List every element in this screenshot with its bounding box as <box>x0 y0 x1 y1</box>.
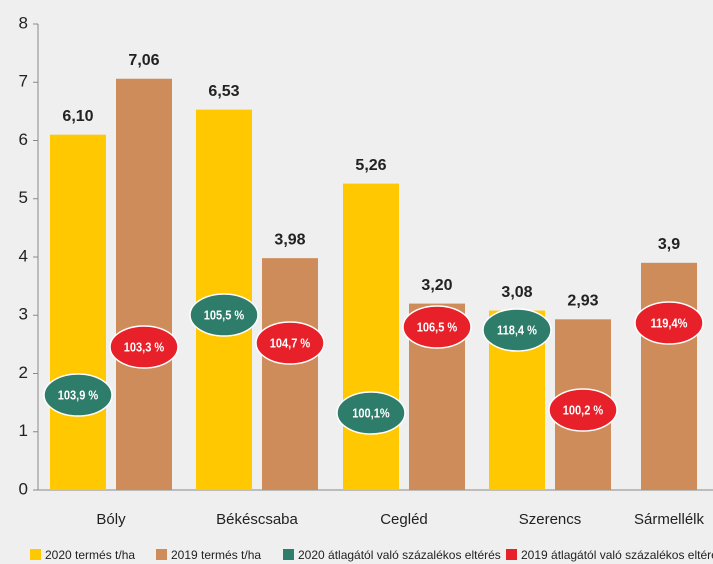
legend-swatch <box>283 549 294 560</box>
legend-label: 2019 termés t/ha <box>171 548 261 562</box>
badge <box>43 373 113 417</box>
value-label: 5,26 <box>355 157 386 174</box>
badge-label: 118,4 % <box>497 323 537 338</box>
x-tick-label: Sármellélk <box>634 511 705 528</box>
legend-label: 2020 átlagától való százalékos eltérés <box>298 548 501 562</box>
legend-swatch <box>156 549 167 560</box>
value-label: 6,10 <box>62 108 93 125</box>
badge <box>402 305 472 349</box>
value-label: 3,08 <box>501 284 532 301</box>
badge-label: 105,5 % <box>204 308 245 323</box>
badge-label: 119,4% <box>651 316 688 331</box>
legend-swatch <box>30 549 41 560</box>
y-tick-label: 6 <box>19 130 28 149</box>
legend-label: 2019 átlagától való százalékos eltérés <box>521 548 713 562</box>
badge <box>109 325 179 369</box>
badge <box>336 391 406 435</box>
x-tick-label: Békéscsaba <box>216 511 298 528</box>
badge <box>634 301 704 345</box>
badge-label: 103,3 % <box>124 340 165 355</box>
y-tick-label: 8 <box>19 13 28 32</box>
bar <box>262 258 318 490</box>
legend-label: 2020 termés t/ha <box>45 548 135 562</box>
value-label: 3,98 <box>274 231 305 248</box>
value-label: 6,53 <box>208 83 239 100</box>
y-tick-label: 1 <box>19 421 28 440</box>
x-tick-label: Cegléd <box>380 511 428 528</box>
x-tick-label: Szerencs <box>519 511 582 528</box>
bar <box>116 78 172 490</box>
y-tick-label: 3 <box>19 305 28 324</box>
value-label: 2,93 <box>567 293 598 310</box>
bar <box>641 262 697 490</box>
badge <box>548 388 618 432</box>
x-tick-label: Bóly <box>96 511 126 528</box>
badge-label: 106,5 % <box>417 320 458 335</box>
y-tick-label: 7 <box>19 72 28 91</box>
value-label: 7,06 <box>128 52 159 69</box>
value-label: 3,20 <box>421 277 452 294</box>
badge-label: 100,2 % <box>563 403 604 418</box>
badge <box>189 293 259 337</box>
y-tick-label: 5 <box>19 188 28 207</box>
legend-swatch <box>506 549 517 560</box>
y-tick-label: 4 <box>19 246 28 265</box>
badge <box>255 321 325 365</box>
value-label: 3,9 <box>658 236 680 253</box>
bar <box>343 183 399 491</box>
y-tick-label: 2 <box>19 363 28 382</box>
y-tick-label: 0 <box>19 479 28 498</box>
badge-label: 100,1% <box>352 406 390 421</box>
bar <box>50 134 106 491</box>
badge-label: 103,9 % <box>58 388 99 403</box>
badge <box>482 308 552 352</box>
badge-label: 104,7 % <box>270 336 311 351</box>
